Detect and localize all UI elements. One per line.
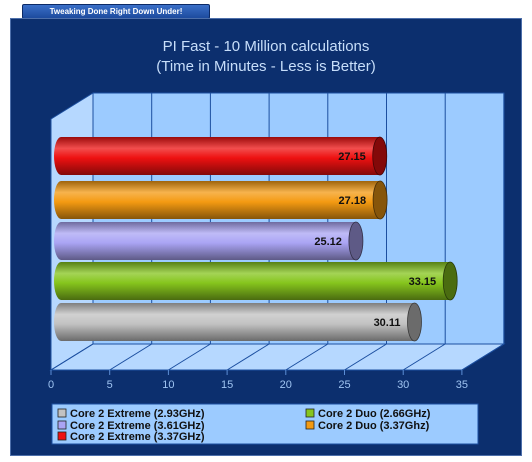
data-label: 25.12 (314, 236, 342, 248)
legend-item: Core 2 Extreme (3.61GHz) (57, 420, 205, 432)
legend-swatch (305, 408, 315, 418)
data-label: 30.11 (374, 317, 401, 329)
x-tick-label: 15 (221, 379, 233, 391)
legend-label: Core 2 Duo (2.66GHz) (318, 408, 431, 420)
legend-swatch (57, 408, 67, 418)
floor-gridline (285, 343, 329, 371)
data-label: 27.18 (339, 195, 367, 207)
legend-label: Core 2 Extreme (3.61GHz) (70, 420, 205, 432)
bar-body (61, 181, 381, 219)
plot-floor (49, 343, 506, 371)
x-tick-label: 0 (48, 379, 54, 391)
legend-swatch (57, 431, 67, 441)
legend-item: Core 2 Extreme (3.37GHz) (57, 431, 205, 443)
x-tick-label: 35 (456, 379, 468, 391)
bar-body (61, 222, 356, 260)
x-tick-label: 5 (107, 379, 113, 391)
bar-body (61, 262, 451, 300)
bar-group: 27.15 27.18 25.12 33.15 30.11 (54, 136, 458, 342)
legend-item: Core 2 Extreme (2.93GHz) (57, 408, 205, 420)
bar-start-cap (54, 181, 68, 219)
bar-body (61, 137, 380, 175)
bar-end-cap (348, 221, 364, 261)
legend-swatch (305, 420, 315, 430)
x-tick-label: 10 (162, 379, 174, 391)
floor-gridline (402, 343, 446, 371)
floor-gridline (344, 343, 387, 371)
bar-end-cap (407, 302, 422, 342)
chart-subtitle: (Time in Minutes - Less is Better) (156, 58, 376, 75)
legend: Core 2 Extreme (2.93GHz) Core 2 Duo (2.66… (51, 403, 479, 445)
legend-label: Core 2 Duo (3.37Ghz) (318, 420, 430, 432)
bar-start-cap (54, 303, 68, 341)
floor-gridline (226, 343, 270, 371)
chart-title: PI Fast - 10 Million calculations (163, 38, 370, 55)
data-label: 33.15 (409, 276, 437, 288)
floor-gridline (50, 343, 94, 371)
bar: 33.15 (54, 261, 458, 301)
bar: 30.11 (54, 302, 422, 342)
bar: 27.18 (54, 180, 388, 220)
bar-end-cap (372, 136, 388, 176)
bar: 27.15 (54, 136, 388, 176)
legend-item: Core 2 Duo (2.66GHz) (305, 408, 431, 420)
bar-start-cap (54, 137, 68, 175)
data-label: 27.15 (338, 151, 366, 163)
legend-box (51, 403, 479, 445)
floor-gridline (109, 343, 152, 371)
x-tick-label: 25 (338, 379, 350, 391)
bar: 25.12 (54, 221, 364, 261)
bar-body (61, 303, 415, 341)
bar-end-cap (442, 261, 458, 301)
bar-end-cap (372, 180, 388, 220)
x-axis-ticks: 0 5 10 15 20 25 30 35 (48, 370, 468, 391)
legend-item: Core 2 Duo (3.37Ghz) (305, 420, 430, 432)
x-tick-label: 30 (397, 379, 409, 391)
bar-start-cap (54, 222, 68, 260)
floor-gridline (461, 343, 505, 371)
x-tick-label: 20 (280, 379, 292, 391)
legend-label: Core 2 Extreme (3.37GHz) (70, 431, 205, 443)
legend-label: Core 2 Extreme (2.93GHz) (70, 408, 205, 420)
floor-gridline (168, 343, 211, 371)
legend-swatch (57, 420, 67, 430)
bar-start-cap (54, 262, 68, 300)
